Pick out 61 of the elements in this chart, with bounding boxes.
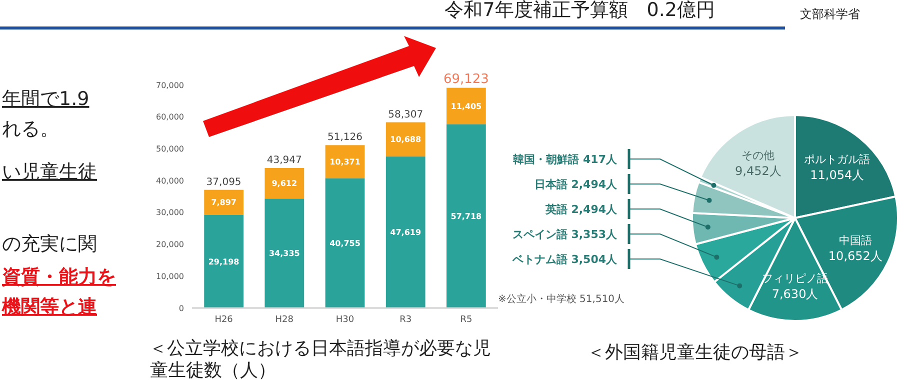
bar (386, 122, 426, 156)
text: 機関等と連 (1, 296, 97, 318)
bar (446, 88, 486, 124)
slice-label: スペイン語 3,353人 (512, 228, 618, 241)
data-label: 9,612 (272, 179, 298, 188)
y-tick-label: 30,000 (156, 208, 184, 218)
bar (446, 124, 486, 308)
text: 文部科学省 (800, 7, 860, 21)
data-label: 9,452人 (735, 164, 782, 178)
total-label: 37,095 (206, 176, 242, 188)
data-label: 57,718 (450, 212, 482, 221)
bar (386, 156, 426, 308)
y-tick-label: 40,000 (156, 176, 184, 186)
data-label: 11,054人 (810, 168, 864, 182)
y-tick-label: 10,000 (156, 272, 184, 281)
bar (204, 190, 244, 215)
y-tick-label: 0 (178, 304, 184, 313)
x-tick-label: H26 (214, 315, 234, 325)
total-label: 58,307 (388, 109, 424, 120)
text: れる。 (2, 118, 59, 140)
y-tick-label: 70,000 (156, 80, 184, 90)
slice-label: 英語 2,494人 (544, 202, 618, 216)
annotation: ※公立小・中学校 51,510人 (498, 293, 625, 305)
data-label: 34,335 (268, 249, 300, 258)
data-label: 40,755 (330, 238, 361, 248)
bar (204, 214, 244, 308)
slice-label: 日本語 2,494人 (534, 178, 618, 191)
data-label: 10,652人 (828, 248, 882, 263)
bar (264, 198, 304, 308)
total-label: 51,126 (328, 132, 362, 144)
text: い児童生徒 (2, 161, 97, 183)
total-label: 43,947 (266, 154, 302, 166)
x-tick-label: R5 (460, 315, 472, 325)
slice-label: 韓国・朝鮮語 417人 (513, 152, 618, 166)
x-tick-label: H28 (275, 315, 294, 325)
text: 資質・能力を (1, 266, 116, 288)
data-label: 11,405 (450, 102, 482, 111)
text: の充実に関 (2, 233, 97, 255)
slice-label: 中国語 (838, 234, 872, 247)
text: ＜外国籍児童生徒の母語＞ (587, 342, 803, 363)
text: 令和7年度補正予算額 0.2億円 (444, 0, 715, 21)
slice-label: ポルトガル語 (804, 152, 870, 166)
slice-label: その他 (742, 149, 775, 162)
data-label: 10,688 (390, 135, 422, 144)
x-tick-label: R3 (400, 315, 412, 325)
bar (264, 168, 304, 199)
bar (325, 178, 365, 308)
y-tick-label: 20,000 (156, 240, 184, 250)
data-label: 29,198 (208, 257, 240, 266)
y-tick-label: 60,000 (156, 112, 184, 122)
x-tick-label: H30 (336, 315, 354, 325)
data-label: 47,619 (390, 228, 422, 237)
bar (325, 145, 365, 178)
y-tick-label: 50,000 (156, 144, 184, 154)
data-label: 10,371 (330, 157, 361, 166)
data-label: 7,630人 (772, 286, 818, 301)
text: 年間で1.9 (2, 88, 90, 110)
slice-label: ベトナム語 3,504人 (511, 252, 618, 266)
data-label: 7,897 (211, 198, 236, 208)
text: ＜公立学校における日本語指導が必要な児童生徒数（人） (149, 338, 491, 381)
total-label: 69,123 (443, 72, 489, 87)
